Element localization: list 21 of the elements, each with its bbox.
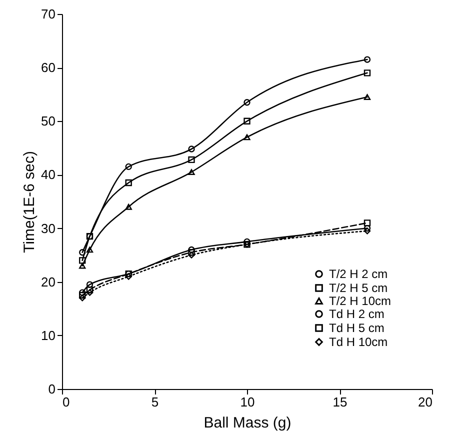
legend-label: Td H 5 cm bbox=[329, 321, 384, 335]
x-tick-label: 10 bbox=[240, 394, 255, 410]
legend-label: T/2 H 5 cm bbox=[329, 281, 388, 295]
x-tick-label: 0 bbox=[62, 394, 70, 410]
legend-label: Td H 2 cm bbox=[329, 307, 384, 321]
y-tick-label: 60 bbox=[41, 60, 56, 76]
legend-label: T/2 H 2 cm bbox=[329, 267, 388, 281]
y-axis-title: Time(1E-6 sec) bbox=[21, 151, 38, 253]
x-tick-label: 15 bbox=[332, 394, 348, 410]
y-tick-label: 50 bbox=[41, 114, 56, 129]
x-tick-label: 20 bbox=[418, 394, 432, 410]
y-tick-label: 30 bbox=[41, 220, 56, 236]
legend-label: Td H 10cm bbox=[329, 335, 388, 349]
y-tick-label: 40 bbox=[41, 167, 56, 182]
y-tick-label: 20 bbox=[41, 274, 56, 290]
x-tick-label: 5 bbox=[151, 394, 159, 410]
legend-label: T/2 H 10cm bbox=[329, 294, 392, 308]
x-axis-title: Ball Mass (g) bbox=[204, 414, 292, 432]
y-tick-label: 10 bbox=[41, 328, 56, 343]
y-tick-label: 0 bbox=[48, 382, 56, 396]
y-tick-label: 70 bbox=[41, 6, 56, 22]
